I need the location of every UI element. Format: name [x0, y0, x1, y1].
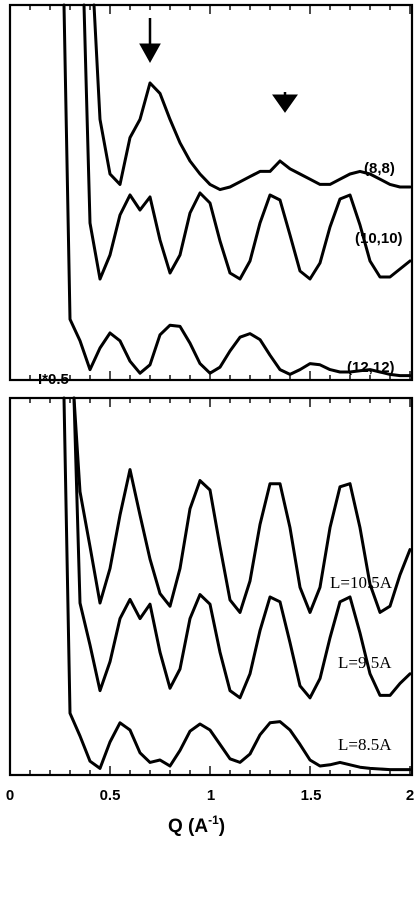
peak-arrow-1 [139, 18, 161, 64]
series-label-l10-5: L=10.5A [330, 573, 393, 592]
top-panel-frame [8, 3, 414, 382]
x-tick-labels: 0 0.5 1 1.5 2 [6, 787, 414, 804]
top-panel: (8,8) (10,10) (12,12) I*0.5 [8, 3, 414, 388]
series-label-l9-5: L=9.5A [338, 653, 392, 672]
top-panel-curves [62, 3, 412, 378]
series-label-8-8: (8,8) [364, 160, 395, 177]
top-series-line-10-10 [82, 3, 412, 281]
bottom-panel-curves [62, 396, 412, 772]
intensity-scale-label: I*0.5 [38, 371, 69, 388]
x-axis-title-superscript: -1 [208, 813, 219, 827]
series-label-l8-5: L=8.5A [338, 735, 392, 754]
bottom-series-line-l-10-5a [72, 396, 412, 614]
x-axis-title: Q (A-1) [168, 813, 225, 837]
bottom-panel: L=10.5A L=9.5A L=8.5A [8, 396, 414, 777]
x-tick-label-1: 1 [207, 787, 215, 804]
x-axis-title-close: ) [219, 816, 225, 837]
top-panel-ticks [9, 5, 411, 380]
x-tick-label-0-5: 0.5 [100, 787, 121, 804]
top-series-line-12-12 [62, 3, 412, 378]
x-tick-label-2: 2 [406, 787, 414, 804]
bottom-panel-ticks [9, 398, 411, 775]
x-tick-label-0: 0 [6, 787, 14, 804]
bottom-panel-frame [8, 396, 414, 777]
x-tick-label-1-5: 1.5 [301, 787, 322, 804]
top-series-line-8-8 [92, 3, 412, 192]
bottom-series-line-l-9-5a [72, 396, 412, 700]
series-label-10-10: (10,10) [355, 230, 403, 247]
peak-arrow-2 [272, 92, 298, 113]
x-axis-title-main: Q (A [168, 816, 208, 837]
bottom-series-line-l-8-5a [62, 396, 412, 772]
series-label-12-12: (12,12) [347, 359, 395, 376]
